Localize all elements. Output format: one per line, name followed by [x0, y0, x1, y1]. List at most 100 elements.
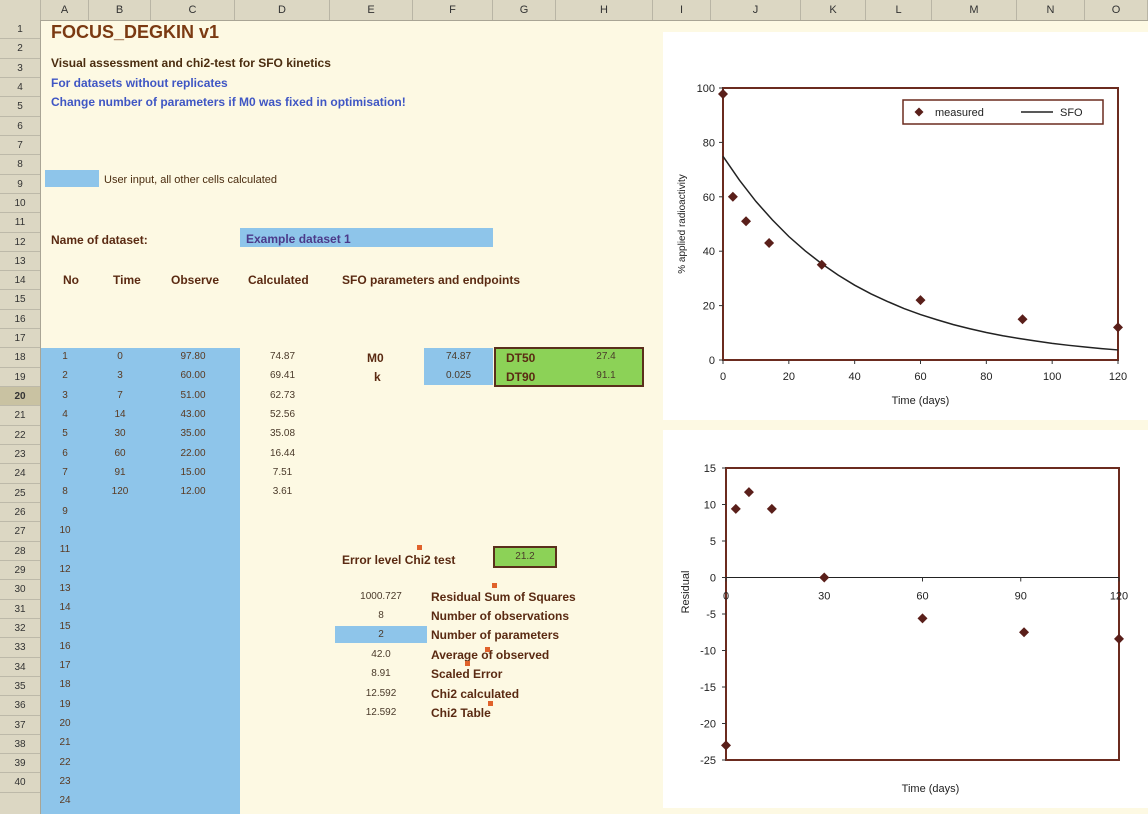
row-header-5[interactable]: 5 [0, 97, 40, 117]
no-cell[interactable]: 21 [59, 737, 71, 749]
no-cell[interactable]: 14 [59, 602, 71, 614]
row-header-25[interactable]: 25 [0, 484, 40, 503]
no-cell[interactable]: 22 [59, 756, 71, 768]
column-header-a[interactable]: A [41, 0, 89, 20]
column-header-i[interactable]: I [653, 0, 711, 20]
decline-chart[interactable]: 0 20 40 60 80 100 0 20 40 60 80 100 120 Time (days) % … [663, 32, 1148, 420]
row-header-3[interactable]: 3 [0, 59, 40, 78]
observed-cell[interactable]: 15.00 [180, 466, 206, 478]
no-cell[interactable]: 9 [62, 505, 68, 517]
row-header-39[interactable]: 39 [0, 754, 40, 774]
observed-cell[interactable]: 35.00 [180, 428, 206, 440]
row-header-10[interactable]: 10 [0, 194, 40, 214]
no-cell[interactable]: 20 [59, 718, 71, 730]
column-header-g[interactable]: G [493, 0, 556, 20]
time-cell[interactable]: 120 [111, 486, 129, 498]
no-cell[interactable]: 2 [62, 370, 68, 382]
row-header-1[interactable]: 1 [0, 20, 40, 40]
row-header-14[interactable]: 14 [0, 271, 40, 291]
row-header-12[interactable]: 12 [0, 233, 40, 252]
row-header-35[interactable]: 35 [0, 677, 40, 697]
row-header-34[interactable]: 34 [0, 658, 40, 677]
no-cell[interactable]: 24 [59, 795, 71, 807]
row-header-28[interactable]: 28 [0, 542, 40, 561]
observed-cell[interactable]: 51.00 [180, 389, 206, 401]
row-header-4[interactable]: 4 [0, 78, 40, 98]
row-header-18[interactable]: 18 [0, 348, 40, 368]
column-header-h[interactable]: H [556, 0, 653, 20]
row-header-11[interactable]: 11 [0, 213, 40, 233]
row-header-37[interactable]: 37 [0, 716, 40, 735]
observed-cell[interactable]: 12.00 [180, 486, 206, 498]
row-header-17[interactable]: 17 [0, 329, 40, 349]
column-header-d[interactable]: D [235, 0, 330, 20]
parameter-input-block[interactable] [424, 348, 493, 385]
row-header-38[interactable]: 38 [0, 735, 40, 755]
row-header-32[interactable]: 32 [0, 619, 40, 639]
no-cell[interactable]: 13 [59, 582, 71, 594]
time-cell[interactable]: 0 [117, 351, 123, 362]
no-cell[interactable]: 18 [59, 679, 71, 691]
no-cell[interactable]: 6 [62, 447, 68, 459]
column-header-c[interactable]: C [151, 0, 235, 20]
k-value[interactable]: 0.025 [445, 370, 472, 381]
no-cell[interactable]: 16 [59, 640, 71, 652]
row-header-9[interactable]: 9 [0, 175, 40, 194]
select-all-corner[interactable] [0, 0, 41, 20]
no-cell[interactable]: 11 [59, 544, 71, 556]
comment-marker[interactable] [492, 583, 497, 588]
column-header-j[interactable]: J [711, 0, 801, 20]
row-header-8[interactable]: 8 [0, 155, 40, 175]
column-header-m[interactable]: M [932, 0, 1017, 20]
row-header-26[interactable]: 26 [0, 503, 40, 523]
time-cell[interactable]: 60 [114, 447, 126, 459]
no-cell[interactable]: 12 [59, 563, 71, 575]
observed-cell[interactable]: 60.00 [180, 370, 206, 382]
row-header-13[interactable]: 13 [0, 252, 40, 272]
column-header-l[interactable]: L [866, 0, 932, 20]
row-header-7[interactable]: 7 [0, 136, 40, 156]
time-cell[interactable]: 14 [114, 408, 126, 420]
row-header-2[interactable]: 2 [0, 39, 40, 59]
observed-cell[interactable]: 97.80 [180, 351, 206, 362]
column-header-n[interactable]: N [1017, 0, 1085, 20]
m0-value[interactable]: 74.87 [445, 351, 472, 362]
row-header-27[interactable]: 27 [0, 522, 40, 542]
row-header-33[interactable]: 33 [0, 638, 40, 658]
row-header-6[interactable]: 6 [0, 117, 40, 136]
comment-marker[interactable] [485, 647, 490, 652]
dataset-name-cell[interactable] [240, 228, 493, 247]
row-header-40[interactable]: 40 [0, 773, 40, 793]
npar-value[interactable]: 2 [378, 629, 384, 640]
no-cell[interactable]: 5 [62, 428, 68, 440]
row-header-30[interactable]: 30 [0, 580, 40, 600]
no-cell[interactable]: 4 [62, 408, 68, 420]
no-cell[interactable]: 19 [59, 698, 71, 710]
time-cell[interactable]: 91 [114, 466, 126, 478]
row-header-29[interactable]: 29 [0, 561, 40, 581]
row-header-31[interactable]: 31 [0, 600, 40, 619]
column-header-k[interactable]: K [801, 0, 866, 20]
comment-marker[interactable] [417, 545, 422, 550]
no-cell[interactable]: 17 [59, 660, 71, 672]
row-header-19[interactable]: 19 [0, 368, 40, 388]
row-header-36[interactable]: 36 [0, 696, 40, 716]
residual-chart[interactable]: 15 10 5 0 -5 -10 -15 -20 -25 0 30 60 90 120 Time (days… [663, 430, 1148, 808]
row-header-20[interactable]: 20 [0, 387, 40, 407]
row-header-21[interactable]: 21 [0, 406, 40, 426]
no-cell[interactable]: 7 [62, 466, 68, 478]
row-header-16[interactable]: 16 [0, 310, 40, 330]
no-cell[interactable]: 15 [59, 621, 71, 633]
comment-marker[interactable] [465, 661, 470, 666]
num-params-input-cell[interactable] [335, 626, 427, 643]
time-cell[interactable]: 7 [117, 389, 123, 401]
time-cell[interactable]: 3 [117, 370, 123, 382]
time-cell[interactable]: 30 [114, 428, 126, 440]
input-range-block[interactable] [41, 348, 240, 814]
observed-cell[interactable]: 22.00 [180, 447, 206, 459]
column-header-e[interactable]: E [330, 0, 413, 20]
no-cell[interactable]: 23 [59, 776, 71, 788]
column-header-o[interactable]: O [1085, 0, 1148, 20]
row-header-15[interactable]: 15 [0, 290, 40, 310]
row-header-22[interactable]: 22 [0, 426, 40, 446]
